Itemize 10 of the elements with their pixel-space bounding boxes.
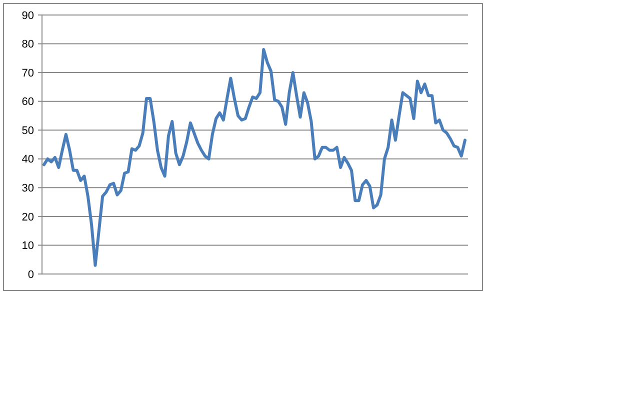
y-tick-label: 90 <box>22 10 34 22</box>
y-tick-label: 70 <box>22 67 34 80</box>
y-tick-label: 10 <box>22 240 34 252</box>
y-tick-label: 20 <box>22 211 34 224</box>
y-tick-label: 30 <box>22 182 34 195</box>
y-tick-label: 0 <box>28 268 34 281</box>
y-tick-label: 80 <box>22 38 34 51</box>
y-tick-label: 60 <box>22 96 34 108</box>
y-tick-label: 50 <box>22 124 34 137</box>
y-tick-label: 40 <box>22 154 34 166</box>
